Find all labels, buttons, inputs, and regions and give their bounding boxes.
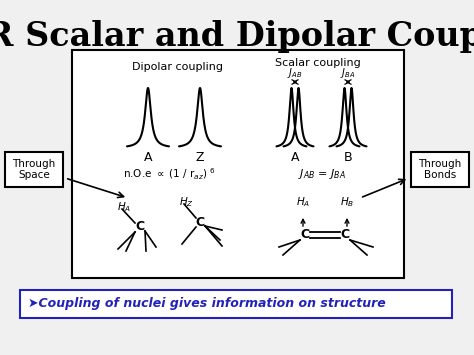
- Text: Z: Z: [196, 151, 204, 164]
- Text: C: C: [195, 215, 205, 229]
- Text: $H_A$: $H_A$: [117, 200, 131, 214]
- Text: n.O.e $\propto$ (1 / r$_{az}$) $^6$: n.O.e $\propto$ (1 / r$_{az}$) $^6$: [124, 167, 217, 182]
- Text: Dipolar coupling: Dipolar coupling: [133, 62, 224, 72]
- Text: ➤Coupling of nuclei gives information on structure: ➤Coupling of nuclei gives information on…: [28, 297, 386, 311]
- Text: C: C: [136, 220, 145, 234]
- Text: $H_Z$: $H_Z$: [179, 195, 193, 209]
- Text: $J_{AB}$: $J_{AB}$: [287, 66, 303, 80]
- Text: $H_B$: $H_B$: [340, 195, 354, 209]
- Bar: [20, 290, 452, 318]
- Text: Through
Space: Through Space: [12, 159, 55, 180]
- Text: A: A: [144, 151, 152, 164]
- Text: $J_{AB}$ = $J_{BA}$: $J_{AB}$ = $J_{BA}$: [298, 167, 346, 181]
- Text: B: B: [344, 151, 352, 164]
- Bar: [5, 152, 63, 187]
- Bar: [411, 152, 469, 187]
- Text: Scalar coupling: Scalar coupling: [275, 58, 361, 68]
- Text: $H_A$: $H_A$: [296, 195, 310, 209]
- Text: A: A: [291, 151, 299, 164]
- Text: $J_{BA}$: $J_{BA}$: [340, 66, 356, 80]
- Text: C: C: [301, 229, 310, 241]
- Text: C: C: [340, 229, 349, 241]
- Text: Through
Bonds: Through Bonds: [419, 159, 462, 180]
- Text: NMR Scalar and Dipolar Coupling: NMR Scalar and Dipolar Coupling: [0, 20, 474, 53]
- Bar: [72, 50, 404, 278]
